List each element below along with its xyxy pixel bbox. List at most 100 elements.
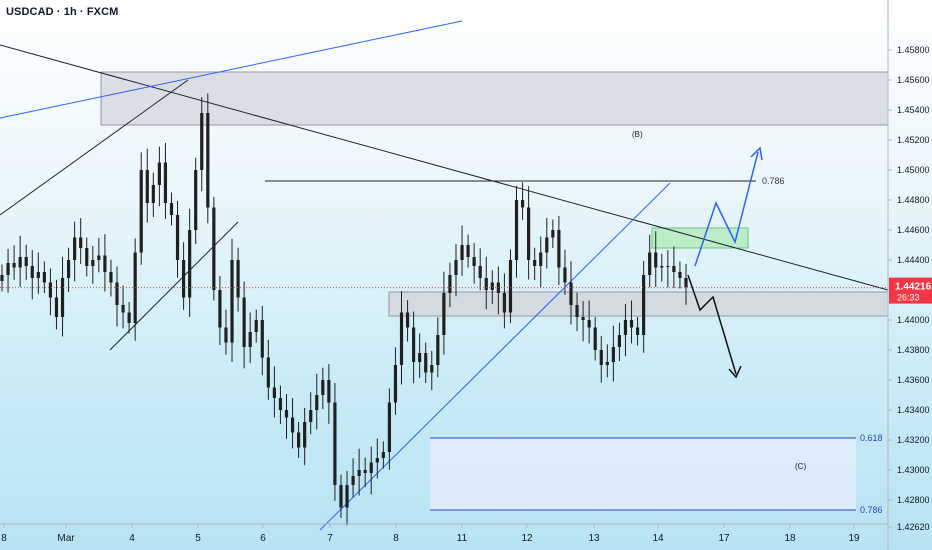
candle-body[interactable]	[424, 353, 428, 373]
candle-body[interactable]	[327, 380, 331, 403]
blue-rising-trendline[interactable]	[319, 182, 671, 531]
candle-body[interactable]	[436, 335, 440, 365]
candle-body[interactable]	[648, 252, 652, 276]
candle-body[interactable]	[381, 452, 385, 458]
candle-body[interactable]	[218, 290, 222, 328]
candle-body[interactable]	[345, 485, 349, 508]
candle-body[interactable]	[290, 417, 295, 433]
candle-body[interactable]	[109, 272, 113, 283]
candle-body[interactable]	[127, 312, 131, 324]
candle-body[interactable]	[351, 476, 355, 485]
candle-body[interactable]	[54, 297, 59, 318]
candle-body[interactable]	[242, 297, 246, 348]
candle-body[interactable]	[66, 260, 71, 278]
candle-body[interactable]	[206, 113, 210, 208]
candle-body[interactable]	[309, 410, 313, 422]
candle-body[interactable]	[139, 170, 143, 253]
candle-body[interactable]	[520, 200, 525, 208]
candle-body[interactable]	[623, 320, 628, 335]
candle-body[interactable]	[363, 470, 367, 473]
candle-body[interactable]	[563, 267, 567, 283]
candle-body[interactable]	[599, 350, 603, 365]
candle-body[interactable]	[91, 260, 95, 266]
candle-body[interactable]	[24, 257, 28, 266]
candle-body[interactable]	[188, 230, 192, 298]
candle-body[interactable]	[387, 402, 391, 453]
candle-body[interactable]	[399, 312, 404, 366]
candle-body[interactable]	[315, 395, 319, 410]
candle-body[interactable]	[272, 387, 276, 399]
candle-body[interactable]	[278, 398, 283, 410]
candle-body[interactable]	[418, 353, 422, 362]
candle-body[interactable]	[629, 320, 634, 328]
bearish-projection-path[interactable]	[687, 274, 737, 375]
candle-body[interactable]	[448, 275, 452, 293]
candle-body[interactable]	[157, 162, 161, 186]
candle-body[interactable]	[36, 272, 40, 278]
candle-body[interactable]	[60, 278, 65, 317]
candle-body[interactable]	[236, 260, 240, 298]
candle-body[interactable]	[672, 266, 676, 272]
candle-body[interactable]	[412, 327, 416, 363]
candle-body[interactable]	[297, 432, 301, 448]
candle-body[interactable]	[478, 266, 482, 278]
candle-body[interactable]	[151, 185, 155, 203]
candle-body[interactable]	[12, 263, 16, 268]
candle-body[interactable]	[454, 260, 458, 275]
candle-body[interactable]	[79, 237, 83, 249]
candle-body[interactable]	[575, 305, 579, 317]
candle-body[interactable]	[533, 260, 537, 266]
candle-body[interactable]	[430, 365, 434, 373]
candle-body[interactable]	[200, 113, 204, 170]
candle-body[interactable]	[266, 357, 270, 388]
candle-body[interactable]	[617, 335, 622, 347]
candle-body[interactable]	[502, 293, 507, 313]
candle-body[interactable]	[163, 162, 168, 204]
candle-body[interactable]	[369, 462, 373, 474]
candle-body[interactable]	[42, 272, 46, 283]
candle-body[interactable]	[642, 275, 646, 335]
candle-body[interactable]	[339, 485, 343, 508]
candle-body[interactable]	[490, 282, 494, 291]
candle-body[interactable]	[460, 245, 464, 260]
resistance-zone[interactable]	[100, 71, 889, 126]
candle-body[interactable]	[85, 248, 89, 266]
candle-body[interactable]	[484, 278, 488, 290]
price-axis[interactable]: 1.45800 1.45600 1.45400 1.45200 1.45000 1.448…	[888, 45, 932, 532]
candle-body[interactable]	[260, 320, 264, 358]
candle-body[interactable]	[145, 170, 149, 203]
candle-body[interactable]	[303, 422, 307, 448]
candle-body[interactable]	[321, 380, 325, 395]
candle-body[interactable]	[581, 317, 585, 320]
candle-body[interactable]	[569, 282, 573, 306]
candle-body[interactable]	[30, 266, 34, 278]
descending-trendline[interactable]	[0, 44, 889, 291]
candle-body[interactable]	[666, 266, 670, 267]
left-channel-upper[interactable]	[0, 79, 189, 216]
candle-body[interactable]	[115, 282, 119, 306]
candle-body[interactable]	[375, 458, 379, 463]
candle-body[interactable]	[333, 402, 337, 486]
candle-body[interactable]	[442, 293, 446, 335]
candle-body[interactable]	[248, 332, 252, 347]
candle-body[interactable]	[514, 200, 519, 260]
candle-body[interactable]	[18, 257, 22, 268]
candle-body[interactable]	[230, 260, 234, 343]
candle-body[interactable]	[97, 255, 101, 261]
candle-body[interactable]	[611, 347, 615, 362]
candle-body[interactable]	[508, 260, 513, 313]
candle-body[interactable]	[284, 410, 289, 418]
candle-body[interactable]	[660, 266, 664, 268]
candle-body[interactable]	[121, 305, 125, 313]
time-axis[interactable]: 8 Mar 4 5 6 7 8 11 12 13 14 17 18 19	[1, 524, 860, 544]
candle-body[interactable]	[678, 272, 682, 278]
candle-body[interactable]	[0, 275, 4, 281]
candle-body[interactable]	[181, 260, 186, 298]
candle-body[interactable]	[6, 263, 10, 275]
candle-body[interactable]	[545, 237, 549, 253]
candle-body[interactable]	[466, 245, 470, 257]
candle-body[interactable]	[551, 230, 555, 238]
candle-body[interactable]	[587, 320, 591, 328]
left-channel-lower-1[interactable]	[109, 221, 239, 351]
candle-body[interactable]	[73, 237, 77, 261]
